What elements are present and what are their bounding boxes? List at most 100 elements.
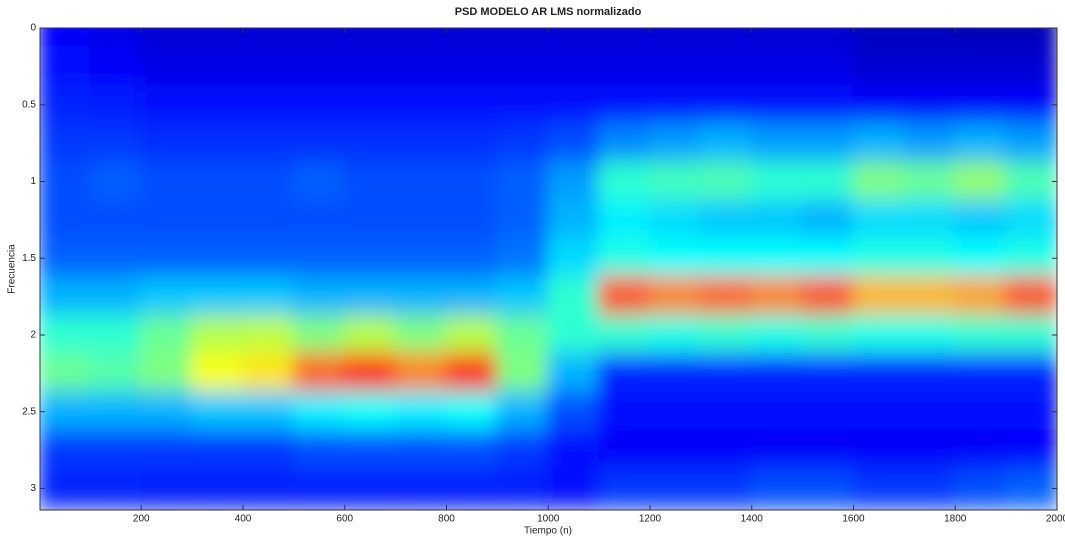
x-tick-label: 200: [133, 514, 150, 525]
heat-cell: [343, 429, 397, 471]
heat-cell: [1005, 46, 1057, 87]
heat-cell: [40, 314, 92, 356]
heat-cell: [241, 161, 295, 202]
heat-cell: [699, 161, 753, 202]
heat-cell: [598, 314, 651, 356]
heat-cell: [547, 28, 601, 49]
heat-cell: [852, 199, 906, 241]
heat-cell: [343, 353, 397, 394]
heat-cell: [445, 84, 499, 125]
heat-cell: [292, 46, 346, 87]
heat-cell: [343, 84, 397, 125]
heat-cell: [547, 122, 601, 164]
heat-cell: [241, 84, 295, 125]
heat-cell: [648, 199, 702, 241]
heat-cell: [801, 46, 855, 87]
heat-cell: [903, 314, 957, 356]
heat-cell: [241, 468, 295, 509]
x-tick-label: 1400: [741, 514, 764, 525]
heat-cell: [598, 46, 651, 87]
heat-cell: [903, 161, 957, 202]
heat-cell: [648, 468, 702, 509]
heat-cell: [903, 429, 957, 471]
heat-cell: [598, 468, 651, 509]
y-axis-label: Frecuencia: [7, 244, 18, 294]
heat-cell: [140, 238, 194, 279]
heat-cell: [191, 28, 244, 49]
heat-cell: [191, 314, 244, 356]
heat-cell: [191, 161, 244, 202]
heat-cell: [394, 199, 448, 241]
heat-cell: [699, 314, 753, 356]
heat-cell: [292, 28, 346, 49]
heat-cell: [1005, 276, 1057, 317]
x-tick-label: 600: [336, 514, 353, 525]
x-axis-label: Tiempo (n): [524, 526, 572, 537]
heat-cell: [903, 468, 957, 509]
heat-cell: [140, 46, 194, 87]
heat-cell: [241, 122, 295, 164]
heat-cell: [241, 199, 295, 241]
heat-cell: [903, 46, 957, 87]
heat-cell: [445, 353, 499, 394]
heat-cell: [89, 238, 143, 279]
heat-cell: [343, 314, 397, 356]
heat-cell: [699, 391, 753, 432]
heat-cell: [89, 276, 143, 317]
heat-cell: [852, 276, 906, 317]
heat-cell: [954, 161, 1008, 202]
heat-cell: [954, 28, 1008, 49]
heat-cell: [343, 199, 397, 241]
heat-cell: [699, 468, 753, 509]
x-tick-label: 400: [235, 514, 252, 525]
heat-cell: [750, 238, 804, 279]
heat-cell: [445, 314, 499, 356]
heat-cell: [292, 199, 346, 241]
heat-cell: [241, 276, 295, 317]
heat-cell: [598, 161, 651, 202]
heat-cell: [648, 161, 702, 202]
heat-cell: [547, 314, 601, 356]
heat-cell: [40, 161, 92, 202]
heat-cell: [343, 46, 397, 87]
heat-cell: [954, 276, 1008, 317]
heat-cell: [140, 353, 194, 394]
heat-cell: [750, 353, 804, 394]
heat-cell: [852, 28, 906, 49]
heat-cell: [496, 122, 550, 164]
heat-cell: [903, 28, 957, 49]
heat-cell: [343, 276, 397, 317]
heat-cell: [852, 468, 906, 509]
heat-cell: [648, 353, 702, 394]
heat-cell: [496, 46, 550, 87]
heat-cell: [445, 468, 499, 509]
heat-cell: [191, 199, 244, 241]
heat-cell: [852, 46, 906, 87]
heat-cell: [445, 429, 499, 471]
heat-cell: [801, 238, 855, 279]
heat-cell: [496, 314, 550, 356]
heat-cell: [699, 28, 753, 49]
heat-cell: [750, 199, 804, 241]
heat-cell: [89, 84, 143, 125]
heat-cell: [954, 353, 1008, 394]
heat-cell: [445, 199, 499, 241]
heat-cell: [903, 353, 957, 394]
heat-cell: [954, 429, 1008, 471]
heat-cell: [292, 468, 346, 509]
heat-cell: [292, 314, 346, 356]
heat-cell: [648, 122, 702, 164]
y-tick-label: 2.5: [22, 406, 36, 417]
heat-cell: [598, 276, 651, 317]
heat-cell: [394, 314, 448, 356]
heat-cell: [954, 391, 1008, 432]
heat-cell: [191, 122, 244, 164]
heat-cell: [343, 28, 397, 49]
heat-cell: [750, 391, 804, 432]
heat-cell: [801, 199, 855, 241]
heat-cell: [648, 391, 702, 432]
heat-cell: [547, 199, 601, 241]
heat-cell: [852, 122, 906, 164]
heat-cell: [750, 468, 804, 509]
heat-cell: [547, 84, 601, 125]
